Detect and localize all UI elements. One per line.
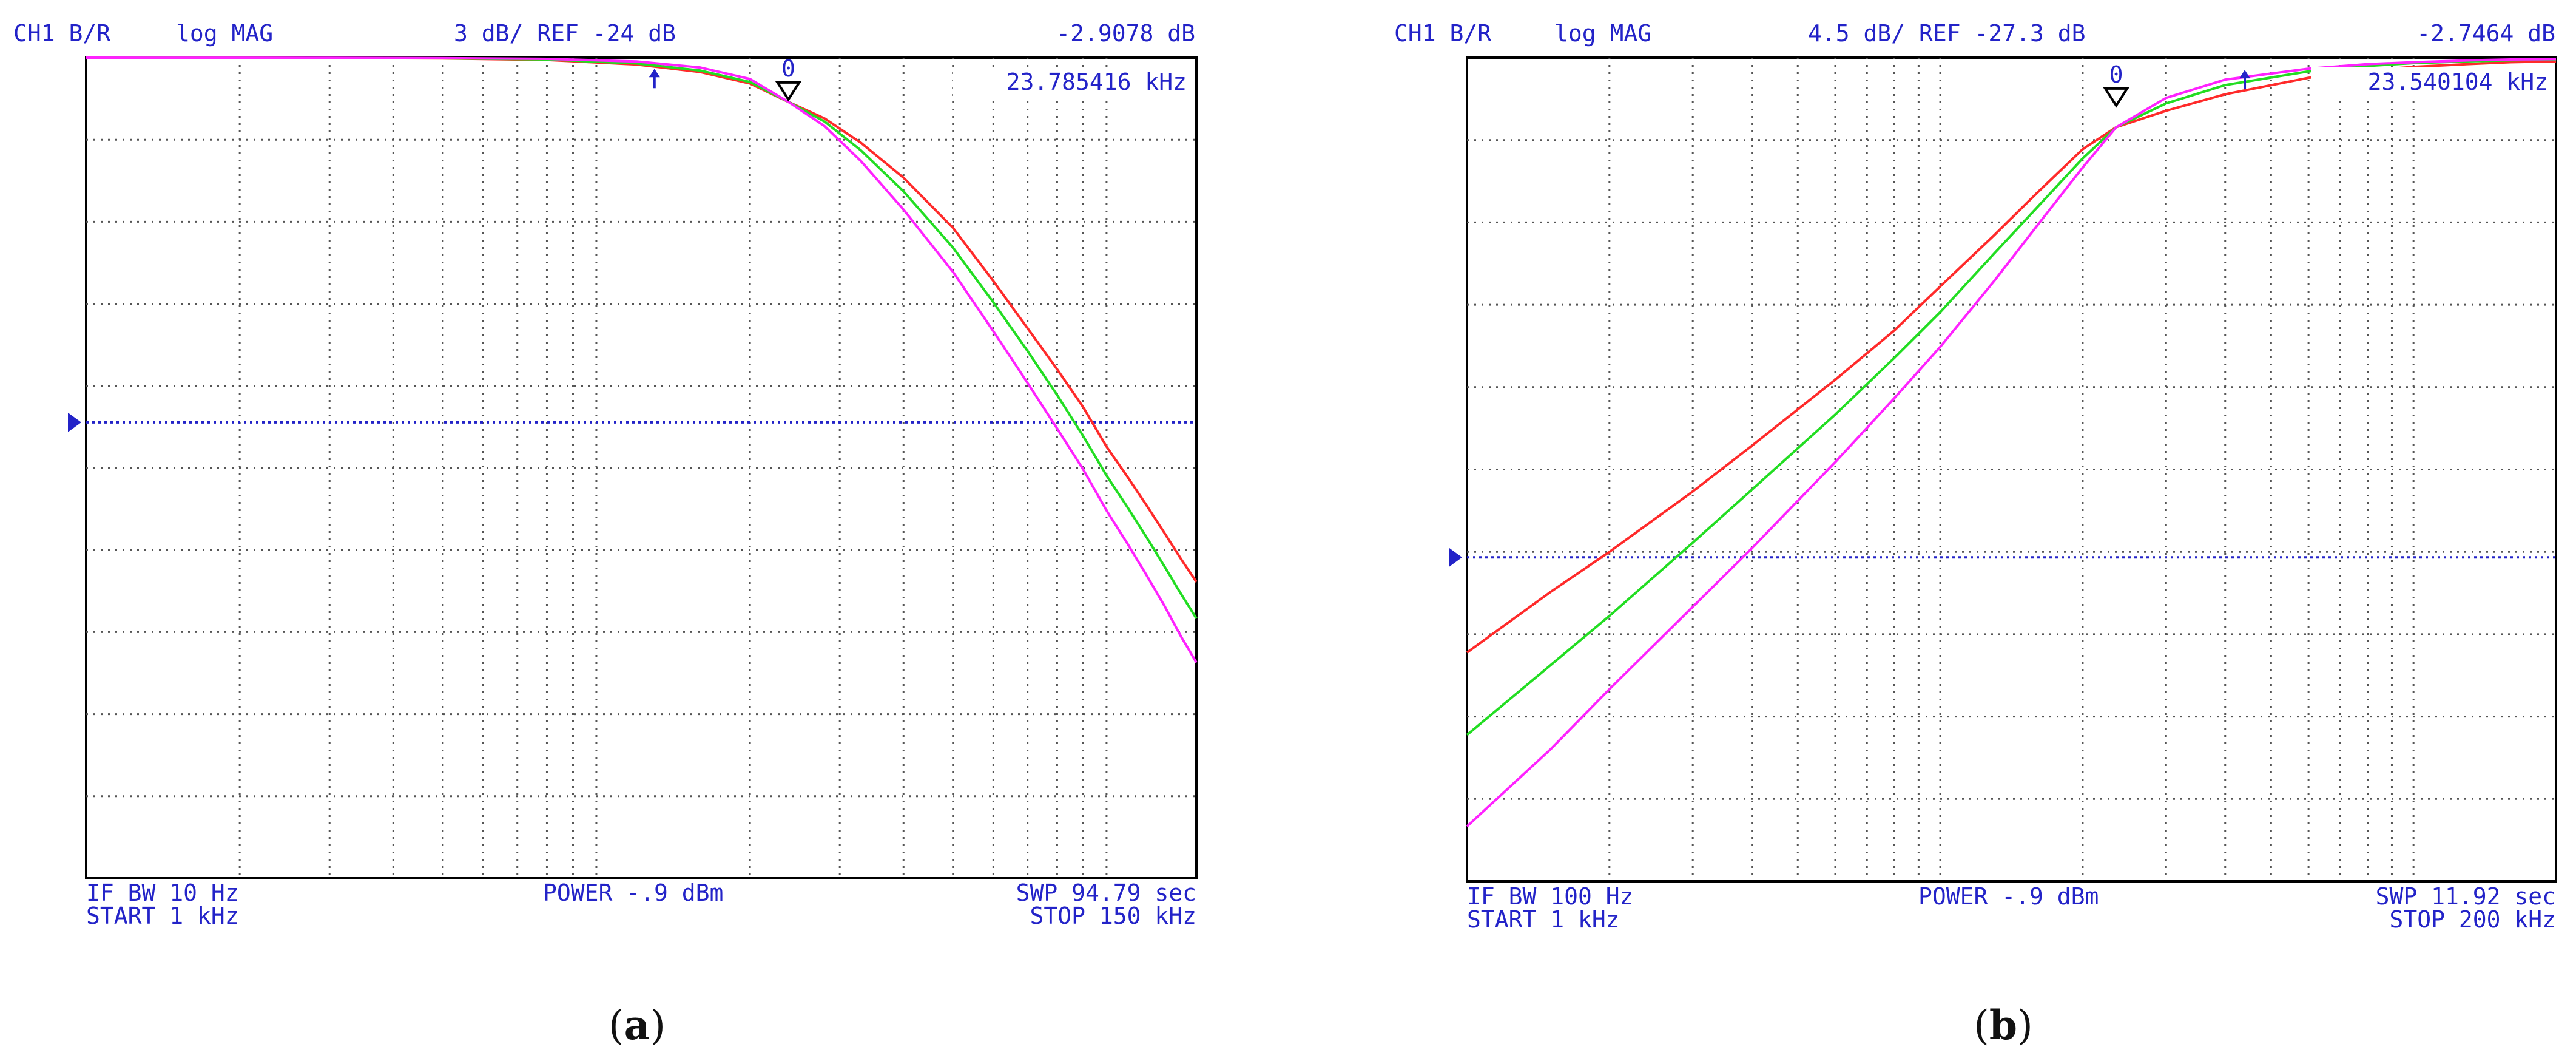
stop-frequency-label: STOP 150 kHz [1030,903,1196,929]
marker-0: 0 [775,55,802,102]
chart-panel-b: CH1 B/R log MAG 4.5 dB/ REF -27.3 dB -2.… [1394,20,2557,1049]
start-frequency-label: START 1 kHz [1467,906,1620,933]
format-label: log MAG [176,20,273,47]
marker-freq-background [2311,67,2550,97]
up-arrow-icon [649,69,660,89]
gridlines [1467,58,2556,881]
power-label: POWER -.9 dBm [1918,883,2099,910]
channel-label: CH1 B/R [13,20,110,47]
scale-label: 3 dB/ REF -24 dB [454,20,676,47]
marker-value-readout: -2.9078 dB [1056,20,1195,47]
reference-marker-icon [1449,547,1462,568]
trace-magenta [1466,58,2557,827]
traces [86,56,1198,663]
scale-label: 4.5 dB/ REF -27.3 dB [1808,20,2086,47]
marker-0: 0 [2103,61,2129,108]
down-triangle-icon [2103,87,2129,108]
marker-number-label: 0 [2109,61,2123,88]
power-label: POWER -.9 dBm [543,879,723,906]
sweep-time-label: SWP 11.92 sec [2376,883,2556,910]
sweep-time-label: SWP 94.79 sec [1016,879,1196,906]
marker-frequency-readout: 23.785416 kHz [1006,69,1187,95]
plot-frame [1466,56,2557,883]
up-arrow-icon [2239,70,2251,90]
format-label: log MAG [1554,20,1651,47]
trace-green [86,56,1198,619]
panel-caption: (b) [1974,1001,2033,1049]
marker-value-readout: -2.7464 dB [2416,20,2555,47]
if-bandwidth-label: IF BW 100 Hz [1467,883,1634,910]
down-triangle-icon [775,81,802,102]
channel-label: CH1 B/R [1394,20,1491,47]
marker-freq-background [953,67,1190,97]
panel-caption: (a) [609,1001,666,1049]
marker-number-label: 0 [781,55,795,82]
marker-frequency-readout: 23.540104 kHz [2368,69,2548,95]
trace-magenta [86,56,1198,663]
reference-marker-icon [68,412,81,432]
chart-panel-a: CH1 B/R log MAG 3 dB/ REF -24 dB -2.9078… [13,20,1198,1049]
stop-frequency-label: STOP 200 kHz [2389,906,2556,933]
if-bandwidth-label: IF BW 10 Hz [86,879,239,906]
start-frequency-label: START 1 kHz [86,903,239,929]
